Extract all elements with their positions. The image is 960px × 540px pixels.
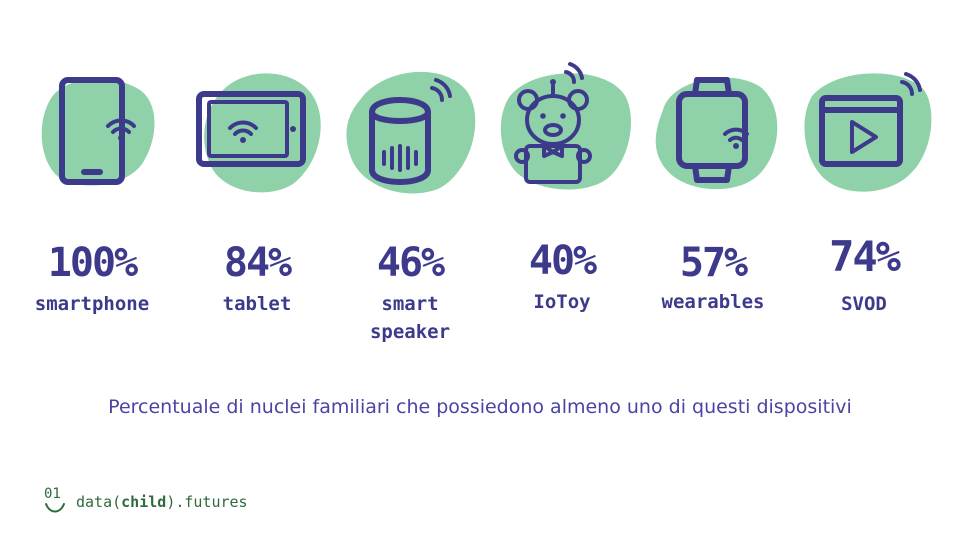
logo-text-bold: child — [121, 493, 167, 511]
percent-tablet: 84% — [223, 240, 292, 286]
logo-text: data(child).futures — [76, 493, 248, 511]
logo-text-after: ).futures — [166, 493, 248, 511]
label-smart-speaker-line2: speaker — [369, 321, 451, 343]
percent-smart-speaker: 46% — [376, 240, 445, 286]
smartwatch-icon — [643, 60, 783, 200]
smartphone-icon — [22, 60, 162, 200]
label-tablet: tablet — [222, 293, 292, 315]
label-wearables: wearables — [661, 291, 765, 313]
percent-iotoy: 40% — [528, 238, 597, 284]
percent-wearables: 57% — [679, 240, 748, 286]
label-smartphone: smartphone — [34, 293, 150, 315]
stat-smartphone: 100% smartphone — [12, 60, 172, 330]
label-smart-speaker: smart speaker — [330, 290, 490, 346]
stat-iotoy: 40% IoToy — [482, 60, 642, 330]
smart-speaker-icon — [340, 60, 480, 200]
percent-svod: 74% — [829, 232, 901, 281]
logo-text-before: data( — [76, 493, 122, 511]
label-iotoy: IoToy — [533, 291, 591, 313]
video-player-icon — [792, 60, 932, 200]
label-smart-speaker-line1: smart — [381, 293, 439, 315]
stat-svod: 74% SVOD — [784, 60, 944, 330]
tablet-icon — [187, 60, 327, 200]
stat-smart-speaker: 46% smart speaker — [330, 60, 490, 350]
stat-wearables: 57% wearables — [633, 60, 793, 330]
label-svod: SVOD — [841, 293, 887, 315]
chart-caption: Percentuale di nuclei familiari che poss… — [108, 396, 852, 418]
smile-icon — [45, 503, 65, 513]
percent-smartphone: 100% — [47, 240, 138, 286]
logo-number: 01 — [44, 486, 61, 502]
stat-tablet: 84% tablet — [177, 60, 337, 330]
teddy-bear-icon — [492, 60, 632, 200]
